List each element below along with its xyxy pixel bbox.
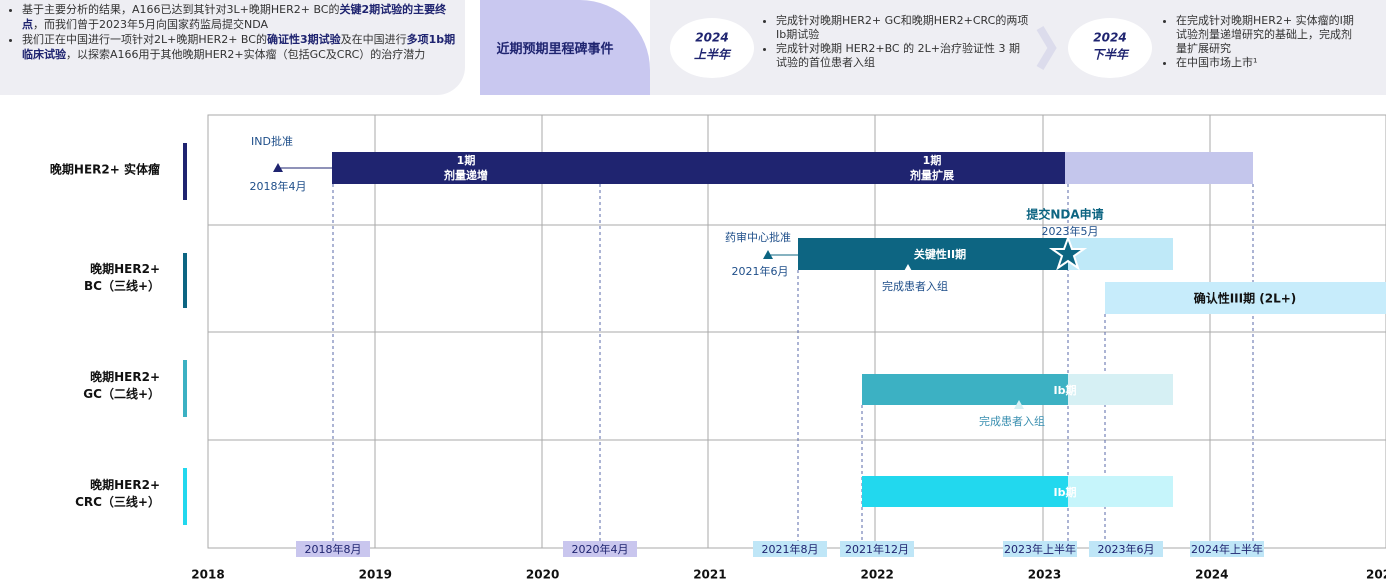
annotation: 完成患者入组 — [882, 279, 948, 293]
summary-box: 基于主要分析的结果，A166已达到其针对3L+晚期HER2+ BC的关键2期试验… — [0, 0, 465, 95]
bar-label: 1期 — [923, 153, 942, 167]
date-tag: 2023年6月 — [1098, 542, 1155, 556]
bar — [332, 152, 600, 184]
period-badge — [670, 18, 754, 78]
bar-label: 1期 — [457, 153, 476, 167]
year-label: 2018 — [191, 568, 224, 582]
chevron — [1036, 25, 1057, 71]
bar — [862, 476, 1068, 507]
period-badge — [1068, 18, 1152, 78]
summary-text: 确证性3期试验 — [266, 33, 341, 46]
bar-label: Ib期 — [1054, 485, 1077, 499]
bar-label: Ib期 — [1054, 383, 1077, 397]
date-tag: 2021年8月 — [762, 542, 819, 556]
summary-bullet: 我们正在中国进行一项针对2L+晚期HER2+ BC的确证性3期试验及在中国进行多… — [22, 32, 457, 62]
period-year: 2024 — [1093, 31, 1126, 45]
row-label: 晚期HER2+ — [90, 477, 160, 492]
summary-text: 关键2期试验的主要终点 — [22, 3, 447, 31]
date-tag-bg — [753, 541, 827, 557]
bar — [862, 374, 1068, 405]
row-label: 晚期HER2+ — [90, 369, 160, 384]
date-tag: 2020年4月 — [572, 542, 629, 556]
period-half: 上半年 — [694, 48, 732, 62]
period-list: 完成针对晚期HER2+ GC和晚期HER2+CRC的两项Ib期试验完成针对晚期 … — [760, 14, 1030, 70]
period-year: 2024 — [695, 31, 728, 45]
row-label: CRC（三线+） — [75, 494, 160, 509]
milestone-title: 近期预期里程碑事件 — [496, 42, 614, 57]
annotation: 完成患者入组 — [979, 414, 1045, 428]
summary-text: ，以探索A166用于其他晚期HER2+实体瘤（包括GC及CRC）的治疗潜力 — [66, 48, 426, 61]
bar-planned — [1068, 476, 1173, 507]
year-label: 2019 — [359, 568, 392, 582]
summary-bullet: 基于主要分析的结果，A166已达到其针对3L+晚期HER2+ BC的关键2期试验… — [22, 2, 457, 32]
row-label: BC（三线+） — [84, 278, 160, 293]
bar — [600, 152, 1065, 184]
period-items: 在完成针对晚期HER2+ 实体瘤的I期试验剂量递增研究的基础上，完成剂量扩展研究… — [1160, 14, 1360, 70]
period-half: 下半年 — [1092, 48, 1130, 62]
bar-label: 剂量扩展 — [909, 168, 955, 182]
bar-label: 剂量递增 — [443, 168, 488, 182]
date-tag-bg — [1089, 541, 1163, 557]
summary-text: 及在中国进行 — [340, 33, 407, 46]
summary-text: 多项1b期临床试验 — [22, 33, 456, 61]
year-label: 2022 — [860, 568, 893, 582]
date-tag-bg — [1190, 541, 1264, 557]
summary-text: 我们正在中国进行一项针对2L+晚期HER2+ BC的 — [22, 33, 267, 46]
annotation: 2018年4月 — [250, 179, 307, 193]
annotation: IND批准 — [251, 134, 293, 148]
annotation: 2023年5月 — [1042, 224, 1099, 238]
year-label: 202 — [1366, 568, 1386, 582]
period-item: 在完成针对晚期HER2+ 实体瘤的I期试验剂量递增研究的基础上，完成剂量扩展研究 — [1176, 14, 1360, 56]
bar-planned — [1068, 374, 1173, 405]
milestone-title-box: 近期预期里程碑事件 — [480, 0, 650, 95]
date-tag-bg — [1003, 541, 1077, 557]
annotation: 2021年6月 — [732, 264, 789, 278]
year-label: 2023 — [1028, 568, 1061, 582]
date-tag-bg — [563, 541, 637, 557]
period-items: 完成针对晚期HER2+ GC和晚期HER2+CRC的两项Ib期试验完成针对晚期 … — [760, 14, 1030, 70]
bar-label: 确认性III期 (2L+) — [1194, 291, 1297, 306]
date-tag: 2018年8月 — [305, 542, 362, 556]
bar — [798, 238, 1068, 270]
year-label: 2021 — [693, 568, 726, 582]
period-item: 完成针对晚期 HER2+BC 的 2L+治疗验证性 3 期试验的首位患者入组 — [776, 42, 1030, 70]
date-tag: 2021年12月 — [845, 542, 909, 556]
row-label: GC（二线+） — [83, 386, 160, 401]
year-label: 2024 — [1195, 568, 1228, 582]
period-item: 完成针对晚期HER2+ GC和晚期HER2+CRC的两项Ib期试验 — [776, 14, 1030, 42]
period-item: 在中国市场上市¹ — [1176, 56, 1360, 70]
annotation: 药审中心批准 — [725, 230, 791, 244]
period-list: 在完成针对晚期HER2+ 实体瘤的I期试验剂量递增研究的基础上，完成剂量扩展研究… — [1160, 14, 1360, 70]
date-tag-bg — [840, 541, 914, 557]
row-label: 晚期HER2+ 实体瘤 — [50, 162, 160, 177]
year-label: 2020 — [526, 568, 559, 582]
summary-text: ，而我们曾于2023年5月向国家药监局提交NDA — [33, 18, 269, 31]
row-label: 晚期HER2+ — [90, 261, 160, 276]
annotation: 提交NDA申请 — [1026, 207, 1103, 222]
date-tag-bg — [296, 541, 370, 557]
bar — [1105, 282, 1386, 314]
date-tag: 2024年上半年 — [1191, 542, 1263, 556]
bar-label: 关键性II期 — [914, 247, 966, 261]
summary-list: 基于主要分析的结果，A166已达到其针对3L+晚期HER2+ BC的关键2期试验… — [0, 0, 465, 62]
bar-planned — [1065, 152, 1253, 184]
milestone-band — [650, 0, 1386, 95]
date-tag: 2023年上半年 — [1004, 542, 1076, 556]
summary-text: 基于主要分析的结果，A166已达到其针对3L+晚期HER2+ BC的 — [22, 3, 340, 16]
bar-planned — [1068, 238, 1173, 270]
